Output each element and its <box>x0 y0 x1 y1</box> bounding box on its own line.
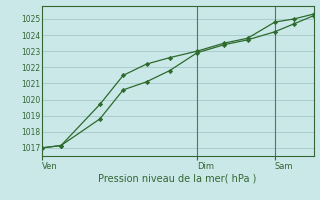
X-axis label: Pression niveau de la mer( hPa ): Pression niveau de la mer( hPa ) <box>99 173 257 183</box>
